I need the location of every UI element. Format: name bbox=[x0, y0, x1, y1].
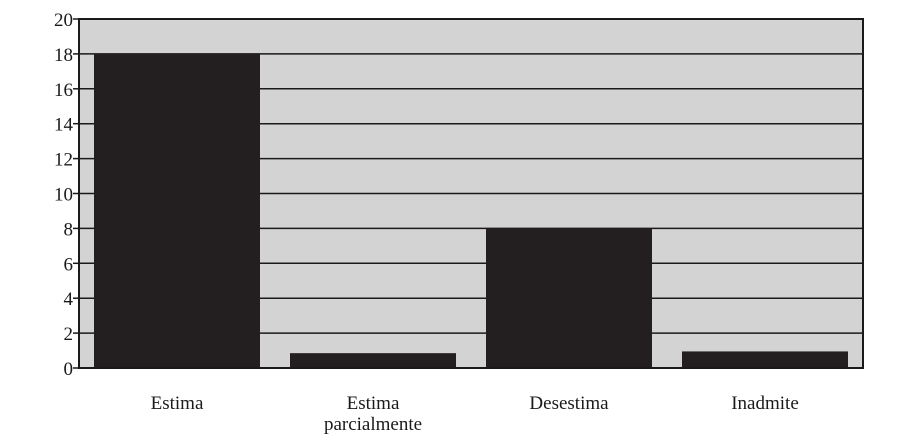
y-tick-label: 8 bbox=[64, 219, 74, 240]
y-tick-label: 14 bbox=[54, 115, 74, 136]
bar bbox=[94, 53, 260, 369]
y-tick-label: 16 bbox=[54, 80, 73, 101]
bars bbox=[94, 53, 848, 369]
x-category-label: parcialmente bbox=[324, 414, 422, 435]
y-tick-label: 4 bbox=[64, 289, 74, 310]
y-tick-label: 6 bbox=[64, 254, 74, 275]
y-tick-label: 20 bbox=[54, 10, 73, 31]
x-category-label: Estima bbox=[151, 393, 204, 414]
y-tick-label: 2 bbox=[64, 324, 74, 345]
bar bbox=[290, 353, 456, 368]
y-tick-label: 0 bbox=[64, 359, 74, 380]
x-category-label: Estima bbox=[347, 393, 400, 414]
x-category-label: Inadmite bbox=[731, 393, 799, 414]
y-tick-label: 18 bbox=[54, 45, 73, 66]
y-tick-label: 10 bbox=[54, 185, 73, 206]
bar bbox=[486, 228, 652, 368]
x-category-label: Desestima bbox=[529, 393, 609, 414]
bar bbox=[682, 351, 848, 368]
y-tick-label: 12 bbox=[54, 150, 73, 171]
y-axis: 0 2 4 6 8 10 12 14 16 18 20 bbox=[54, 10, 79, 380]
